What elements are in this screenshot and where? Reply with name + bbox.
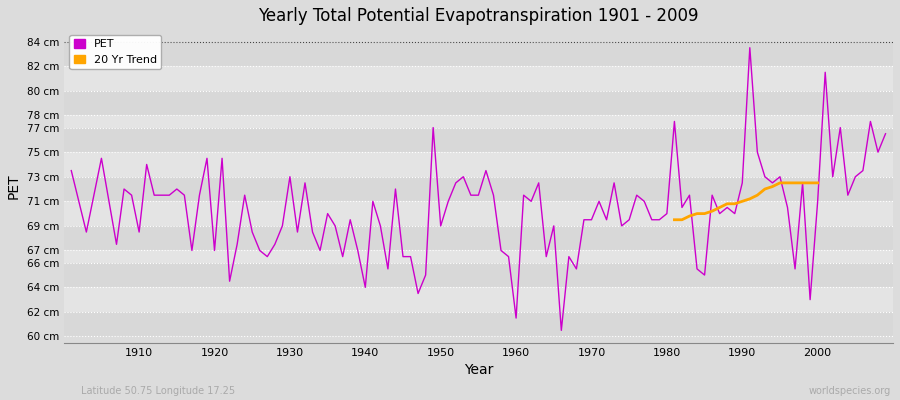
- Text: Latitude 50.75 Longitude 17.25: Latitude 50.75 Longitude 17.25: [81, 386, 235, 396]
- Bar: [64, 152, 893, 177]
- Legend: PET, 20 Yr Trend: PET, 20 Yr Trend: [69, 35, 161, 70]
- Bar: [64, 128, 893, 152]
- Bar: [64, 226, 893, 250]
- Bar: [64, 115, 893, 128]
- Bar: [64, 312, 893, 336]
- X-axis label: Year: Year: [464, 363, 493, 377]
- Bar: [64, 177, 893, 201]
- Bar: [64, 91, 893, 115]
- Bar: [64, 201, 893, 226]
- Bar: [64, 250, 893, 263]
- Title: Yearly Total Potential Evapotranspiration 1901 - 2009: Yearly Total Potential Evapotranspiratio…: [258, 7, 698, 25]
- Bar: [64, 263, 893, 287]
- Y-axis label: PET: PET: [7, 173, 21, 199]
- Bar: [64, 42, 893, 66]
- Bar: [64, 66, 893, 91]
- Text: worldspecies.org: worldspecies.org: [809, 386, 891, 396]
- Bar: [64, 287, 893, 312]
